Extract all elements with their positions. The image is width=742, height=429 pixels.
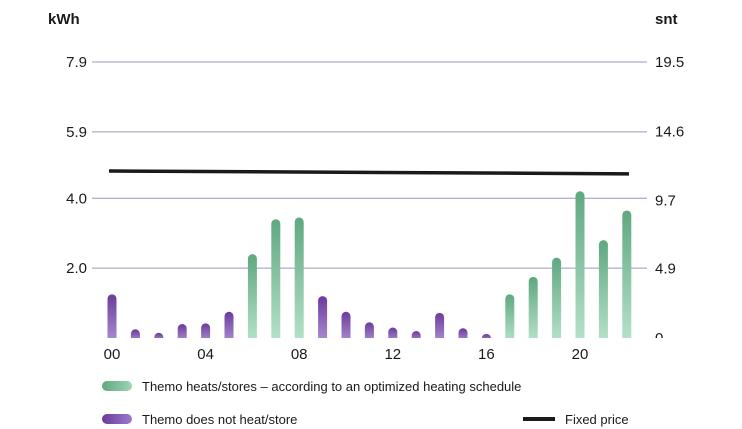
legend-label-fixed-price: Fixed price — [565, 412, 629, 427]
bar-heating — [622, 210, 632, 342]
bar-heating — [528, 276, 538, 342]
legend-swatch-heating — [102, 381, 132, 391]
bar-not-heating — [224, 311, 234, 342]
x-tick-label: 20 — [572, 346, 589, 363]
gridlines — [92, 61, 647, 269]
x-tick-label: 00 — [104, 346, 121, 363]
legend-label-not-heating: Themo does not heat/store — [142, 412, 297, 427]
x-tick-label: 04 — [197, 346, 214, 363]
bar-heating — [505, 294, 515, 342]
x-tick-label: 12 — [384, 346, 401, 363]
bar-heating — [552, 257, 562, 342]
x-axis-ticks: 00 04 08 12 16 20 — [104, 346, 589, 363]
left-tick-label: 7.9 — [66, 54, 87, 71]
left-tick-label: 2.0 — [66, 260, 87, 277]
left-axis-unit: kWh — [48, 11, 80, 28]
right-axis-unit: snt — [655, 11, 678, 28]
bar-heating — [575, 191, 585, 342]
bar-not-heating — [177, 324, 187, 342]
legend-label-heating: Themo heats/stores – according to an opt… — [142, 379, 521, 394]
baseline-mask — [0, 338, 742, 346]
right-tick-label: 9.7 — [655, 193, 676, 210]
legend: Themo heats/stores – according to an opt… — [102, 379, 629, 427]
right-tick-label: 19.5 — [655, 54, 684, 71]
fixed-price-series — [108, 169, 630, 176]
legend-swatch-not-heating — [102, 414, 132, 424]
right-tick-label: 14.6 — [655, 123, 684, 140]
left-axis-ticks: 7.9 5.9 4.0 2.0 — [66, 54, 87, 277]
left-tick-label: 4.0 — [66, 190, 87, 207]
right-tick-label: 4.9 — [655, 261, 676, 278]
fixed-price-line — [108, 169, 630, 176]
right-axis-ticks: 19.514.69.74.90 — [655, 54, 684, 347]
x-tick-label: 16 — [478, 346, 495, 363]
bar-heating — [598, 240, 608, 342]
bar-heating — [294, 217, 304, 342]
bar-not-heating — [435, 312, 445, 342]
bar-heating — [271, 219, 281, 342]
bar-heating — [247, 254, 257, 342]
bar-not-heating — [201, 323, 211, 342]
bars — [0, 191, 742, 346]
left-tick-label: 5.9 — [66, 124, 87, 141]
x-tick-label: 08 — [291, 346, 308, 363]
bar-not-heating — [341, 311, 351, 342]
bar-not-heating — [107, 294, 117, 342]
bar-not-heating — [318, 296, 328, 342]
bar-not-heating — [364, 322, 374, 342]
